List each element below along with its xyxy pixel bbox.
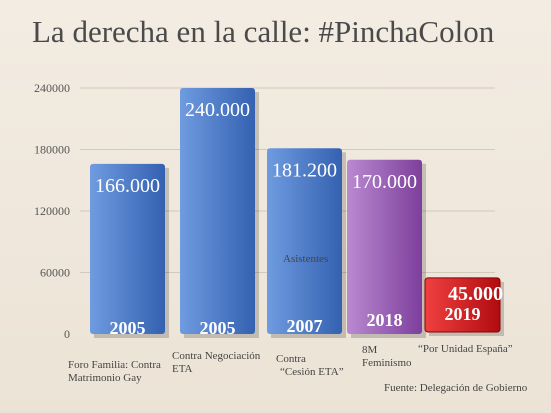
bar [90,163,165,334]
category-label: Foro Familia: Contra [68,359,161,371]
y-axis-ticks: 0 60000 120000 180000 240000 [34,81,70,341]
bar-year-label: 2019 [445,304,481,324]
category-label: Asistentes [283,253,328,265]
bar-value-label: 170.000 [352,171,417,193]
y-tick-label: 0 [64,327,70,341]
category-label: Matrimonio Gay [68,372,142,384]
bar-value-label: 45.000 [448,283,503,305]
y-tick-label: 120000 [34,204,70,218]
category-label: Feminismo [362,357,412,369]
bar [180,88,255,334]
bar [267,148,342,334]
category-label: “Cesión ETA” [280,366,344,378]
bar-value-label: 181.200 [272,159,337,181]
bars: 166.000 2005 240.000 2005 181.200 2007 170.000… [90,88,504,338]
bar [347,159,422,334]
category-label: “Por Unidad España” [418,343,513,355]
bar-year-label: 2005 [200,318,236,338]
category-label: ETA [172,363,193,375]
source-note: Fuente: Delegación de Gobierno [384,382,528,394]
bar-year-label: 2018 [367,310,403,330]
bar [424,277,501,333]
page-title: La derecha en la calle: #PinchaColon [32,14,495,49]
bar-year-label: 2007 [287,316,323,336]
bar-value-label: 166.000 [95,175,160,197]
bar-year-label: 2005 [110,318,146,338]
bar-value-label: 240.000 [185,99,250,121]
y-tick-label: 180000 [34,143,70,157]
category-label: Contra Negociación [172,350,261,362]
category-label: 8M [362,344,378,356]
y-tick-label: 60000 [40,266,70,280]
category-label: Contra [276,353,306,365]
y-tick-label: 240000 [34,81,70,95]
